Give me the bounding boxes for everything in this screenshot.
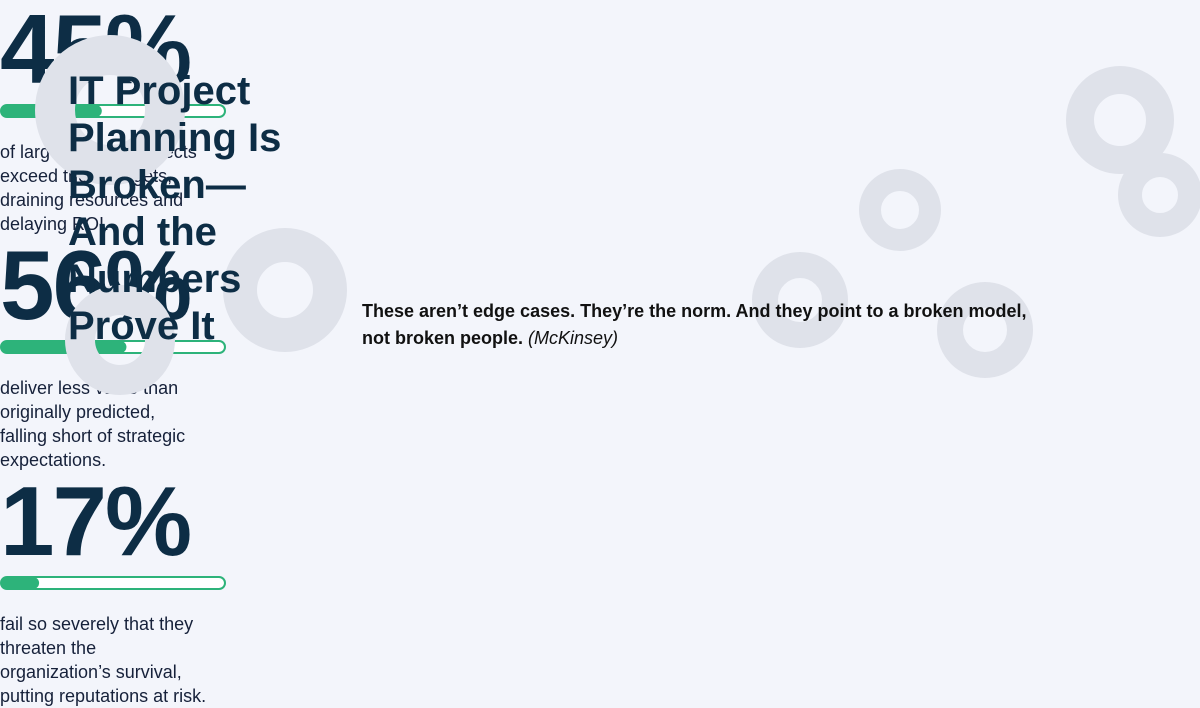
background-gears (35, 35, 1200, 395)
stat: 17% fail so severely that they threaten th… (0, 472, 1200, 708)
source: (McKinsey) (528, 328, 619, 348)
stat-percent: 17% (0, 466, 192, 576)
description-line: threaten the (0, 638, 97, 658)
footer-statement: These aren’t edge cases. They’re the nor… (362, 298, 1032, 352)
description-line: putting reputations at risk. (0, 686, 207, 706)
headline-line: And the (68, 210, 217, 254)
headline-line: Numbers (68, 257, 242, 301)
description-line: falling short of strategic (0, 426, 186, 446)
gear-deco (35, 35, 1200, 395)
headline-line: Planning Is (68, 116, 282, 160)
description-line: fail so severely that they (0, 614, 194, 634)
statement: These aren’t edge cases. They’re the nor… (362, 301, 1027, 348)
description-line: expectations. (0, 450, 107, 470)
description-line: delaying ROI. (0, 214, 110, 234)
description-line: draining resources and (0, 190, 184, 210)
headline-line: Broken— (68, 163, 246, 207)
progress-fill (1, 577, 40, 589)
headline-line: Prove It (68, 304, 215, 348)
stat-description: fail so severely that they threaten the or… (0, 612, 1200, 708)
headline: IT Project Planning Is Broken— And the Numbe… (68, 68, 281, 350)
progress-bar (0, 576, 226, 590)
headline-line: IT Project (68, 69, 251, 113)
description-line: organization’s survival, (0, 662, 182, 682)
